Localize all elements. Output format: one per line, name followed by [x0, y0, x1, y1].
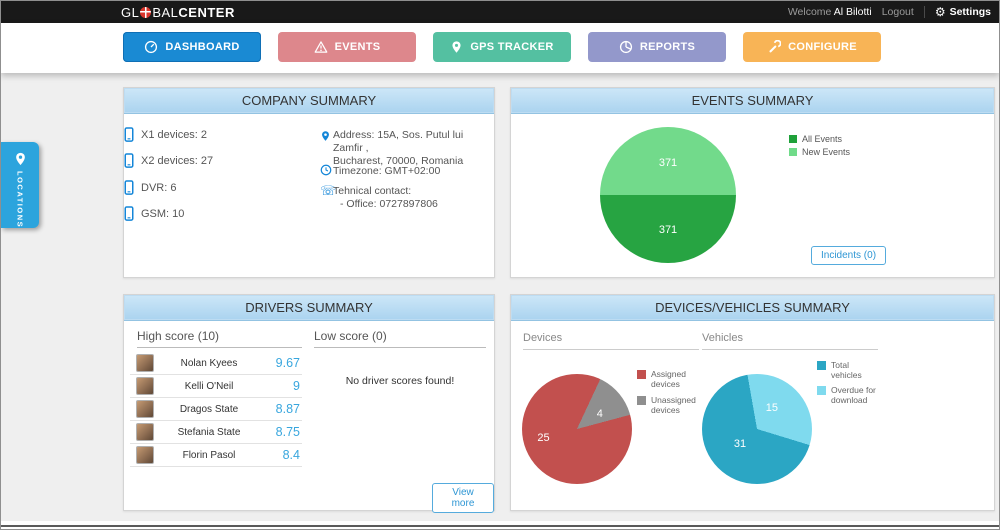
vehicles-header: Vehicles: [702, 332, 743, 344]
vehicles-pie-chart: 31 15: [702, 374, 812, 484]
legend-swatch: [817, 361, 826, 370]
user-name: Al Bilotti: [833, 6, 872, 18]
pie-slice-label-assigned: 25: [537, 432, 550, 445]
company-summary-panel: COMPANY SUMMARY X1 devices: 2 X2 devices…: [123, 87, 495, 278]
legend-overdue-download: Overdue for download: [817, 385, 881, 405]
driver-avatar: [136, 423, 154, 441]
device-icon: [124, 206, 134, 221]
legend-swatch: [789, 148, 797, 156]
events-summary-panel: EVENTS SUMMARY All Events New Events 371…: [510, 87, 995, 278]
phone-icon: ☏: [320, 183, 337, 198]
driver-row[interactable]: Dragos State 8.87: [130, 398, 302, 421]
device-icon: [124, 127, 134, 142]
device-icon: [124, 180, 134, 195]
view-more-button[interactable]: View more: [432, 483, 494, 513]
company-contact: Tehnical contact: - Office: 0727897806: [333, 185, 438, 210]
tab-dashboard[interactable]: DASHBOARD: [123, 32, 261, 62]
wrench-icon: [769, 40, 782, 53]
location-pin-icon: [15, 152, 25, 166]
device-icon: [124, 153, 134, 168]
incidents-button[interactable]: Incidents (0): [811, 246, 887, 265]
device-count-row: GSM: 10: [124, 206, 184, 221]
tab-reports[interactable]: REPORTS: [588, 32, 726, 62]
drivers-summary-title: DRIVERS SUMMARY: [124, 295, 494, 321]
events-summary-title: EVENTS SUMMARY: [511, 88, 994, 114]
settings-button[interactable]: ⚙ Settings: [934, 5, 991, 19]
bottom-border: [1, 525, 999, 527]
pie-chart-icon: [619, 40, 632, 54]
logo-text-bal: BAL: [152, 4, 179, 20]
company-address: Address: 15A, Sos. Putul lui Zamfir , Bu…: [333, 129, 464, 167]
driver-row[interactable]: Stefania State 8.75: [130, 421, 302, 444]
topbar-divider: [923, 6, 925, 18]
driver-avatar: [136, 446, 154, 464]
driver-row[interactable]: Nolan Kyees 9.67: [130, 352, 302, 375]
locations-side-tab[interactable]: LOCATIONS: [1, 142, 39, 228]
driver-avatar: [136, 400, 154, 418]
driver-row[interactable]: Florin Pasol 8.4: [130, 444, 302, 467]
pie-slice-label-total: 31: [733, 437, 747, 450]
clock-icon: [320, 164, 332, 176]
pie-slice-label-new: 371: [658, 156, 678, 169]
map-pin-icon: [452, 41, 461, 53]
vehicles-underline: [702, 349, 878, 350]
pie-slice-label-overdue: 15: [765, 401, 779, 414]
device-count-row: X1 devices: 2: [124, 127, 207, 142]
locations-label: LOCATIONS: [15, 170, 25, 228]
devices-vehicles-title: DEVICES/VEHICLES SUMMARY: [511, 295, 994, 321]
legend-unassigned-devices: Unassigned devices: [637, 395, 701, 415]
tab-gps-tracker[interactable]: GPS TRACKER: [433, 32, 571, 62]
device-count-row: X2 devices: 27: [124, 153, 213, 168]
driver-avatar: [136, 354, 154, 372]
topbar: GL BAL CENTER Welcome Al Bilotti Logout ⚙ …: [1, 1, 999, 23]
devices-pie-chart: 25 4: [522, 374, 632, 484]
legend-swatch: [789, 135, 797, 143]
legend-swatch: [637, 396, 646, 405]
address-pin-icon: [322, 131, 329, 141]
gauge-icon: [145, 40, 158, 54]
legend-assigned-devices: Assigned devices: [637, 369, 701, 389]
legend-total-vehicles: Total vehicles: [817, 360, 881, 380]
devices-header: Devices: [523, 332, 563, 344]
pie-slice-label-all: 371: [658, 223, 678, 236]
devices-underline: [523, 349, 699, 350]
drivers-summary-panel: DRIVERS SUMMARY High score (10) Low scor…: [123, 294, 495, 513]
tab-events[interactable]: EVENTS: [278, 32, 416, 62]
high-score-underline: [137, 347, 302, 348]
driver-avatar: [136, 377, 154, 395]
logo-text-gl: GL: [121, 4, 140, 20]
logout-link[interactable]: Logout: [881, 6, 914, 18]
low-score-header: Low score (0): [314, 329, 387, 343]
legend-swatch: [637, 370, 646, 379]
globe-icon: [140, 6, 152, 18]
company-summary-title: COMPANY SUMMARY: [124, 88, 494, 114]
legend-new-events: New Events: [789, 147, 850, 157]
tab-configure[interactable]: CONFIGURE: [743, 32, 881, 62]
gear-icon: ⚙: [934, 5, 946, 19]
company-timezone: Timezone: GMT+02:00: [333, 165, 441, 177]
no-scores-message: No driver scores found!: [345, 375, 455, 387]
legend-all-events: All Events: [789, 134, 842, 144]
driver-row[interactable]: Kelli O'Neil 9: [130, 375, 302, 398]
low-score-underline: [314, 347, 486, 348]
pie-slice-label-unassigned: 4: [596, 408, 603, 421]
high-score-header: High score (10): [137, 329, 220, 343]
main-nav: DASHBOARD EVENTS GPS TRACKER REPORTS CON…: [1, 23, 999, 73]
app-logo: GL BAL CENTER: [121, 1, 235, 23]
welcome-text: Welcome Al Bilotti: [787, 6, 872, 18]
events-pie-chart: 371 371: [600, 127, 736, 263]
logo-text-center: CENTER: [178, 4, 235, 20]
devices-vehicles-summary-panel: DEVICES/VEHICLES SUMMARY Devices Vehicle…: [510, 294, 995, 511]
topbar-right: Welcome Al Bilotti Logout ⚙ Settings: [788, 1, 991, 23]
warning-icon: [314, 41, 327, 53]
device-count-row: DVR: 6: [124, 180, 176, 195]
legend-swatch: [817, 386, 826, 395]
